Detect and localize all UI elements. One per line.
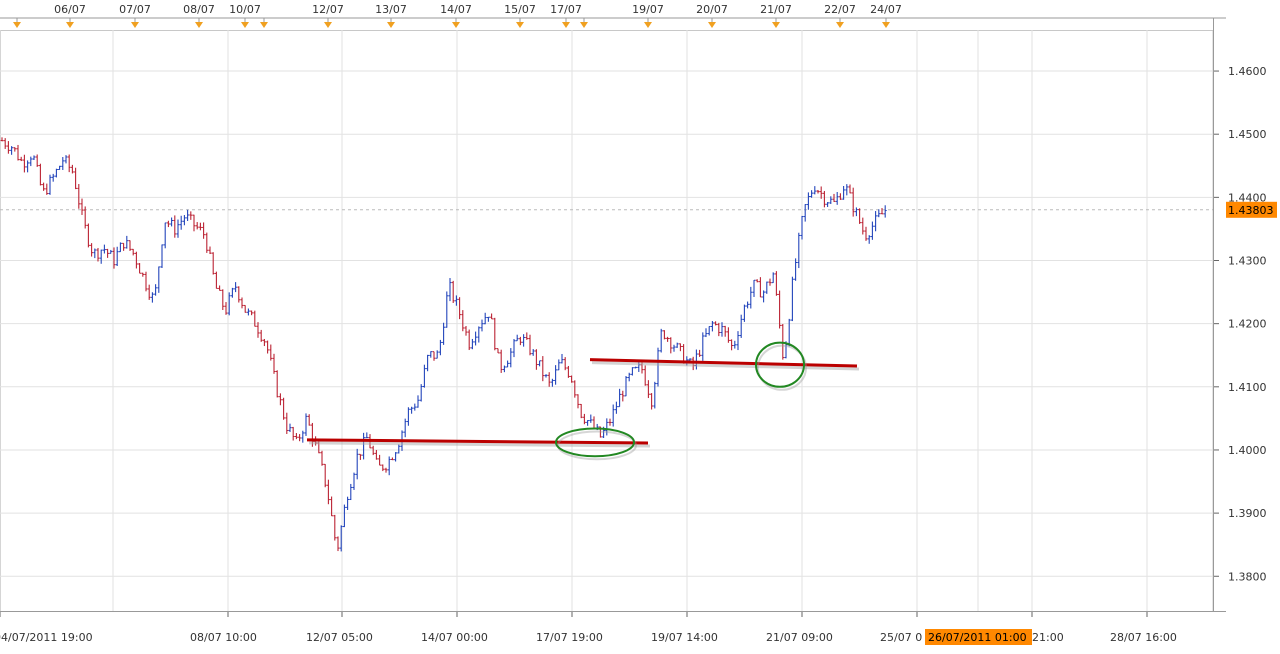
event-marker-icon	[260, 22, 268, 28]
y-tick-label: 1.3900	[1228, 507, 1267, 520]
y-tick-label: 1.3800	[1228, 570, 1267, 583]
x-tick-label: 21:00	[1032, 631, 1064, 644]
y-tick-label: 1.4000	[1228, 444, 1267, 457]
event-marker-icon	[772, 22, 780, 28]
annotations	[306, 341, 860, 461]
top-axis-bg	[0, 0, 1280, 18]
event-marker-icon	[131, 22, 139, 28]
price-bars	[0, 137, 887, 552]
event-marker-icon	[562, 22, 570, 28]
event-marker-icon	[241, 22, 249, 28]
top-date-label: 06/07	[54, 3, 86, 16]
top-date-label: 12/07	[312, 3, 344, 16]
support-trendline	[589, 358, 858, 368]
x-tick-label: 28/07 16:00	[1110, 631, 1177, 644]
top-date-label: 07/07	[119, 3, 151, 16]
event-marker-icon	[580, 22, 588, 28]
event-marker-icon	[708, 22, 716, 28]
x-tick-label: 12/07 05:00	[306, 631, 373, 644]
y-tick-label: 1.4600	[1228, 65, 1267, 78]
current-price-badge	[1226, 201, 1277, 218]
top-date-label: 22/07	[824, 3, 856, 16]
top-date-label: 19/07	[632, 3, 664, 16]
grid	[0, 0, 1280, 612]
highlight-circle	[555, 427, 635, 458]
x-tick-label: 14/07 00:00	[421, 631, 488, 644]
y-tick-label: 1.4400	[1228, 191, 1267, 204]
support-trendline	[306, 438, 649, 445]
trendline-shadow	[308, 441, 651, 448]
top-date-label: 20/07	[696, 3, 728, 16]
top-date-label: 24/07	[870, 3, 902, 16]
event-marker-icon	[644, 22, 652, 28]
y-tick-label: 1.4500	[1228, 128, 1267, 141]
top-date-label: 15/07	[504, 3, 536, 16]
x-tick-label: 17/07 19:00	[536, 631, 603, 644]
top-date-label: 08/07	[183, 3, 215, 16]
top-date-label: 21/07	[760, 3, 792, 16]
event-marker-icon	[882, 22, 890, 28]
top-date-label: 13/07	[375, 3, 407, 16]
current-price-label: 1.43803	[1228, 204, 1274, 217]
plot-frame	[0, 30, 1214, 612]
top-date-label: 10/07	[229, 3, 261, 16]
event-marker-icon	[66, 22, 74, 28]
x-tick-label: 04/07/2011 19:00	[0, 631, 93, 644]
x-tick-label: 08/07 10:00	[190, 631, 257, 644]
y-tick-label: 1.4300	[1228, 255, 1267, 268]
y-tick-label: 1.4200	[1228, 318, 1267, 331]
axes: 1.3800 1.3900 1.4000 1.4100 1.4200 1.4300 1.44…	[0, 3, 1277, 645]
event-marker-icon	[452, 22, 460, 28]
x-tick-label: 25/07 0	[880, 631, 922, 644]
event-marker-icon	[195, 22, 203, 28]
x-tick-label: 19/07 14:00	[651, 631, 718, 644]
highlight-circle	[755, 341, 805, 388]
circle-shadow	[757, 344, 807, 391]
y-tick-label: 1.4100	[1228, 381, 1267, 394]
event-marker-icon	[13, 22, 21, 28]
x-tick-label: 21/07 09:00	[766, 631, 833, 644]
trendline-shadow	[591, 361, 860, 371]
top-date-label: 14/07	[440, 3, 472, 16]
event-marker-icon	[516, 22, 524, 28]
event-marker-icon	[387, 22, 395, 28]
top-date-label: 17/07	[550, 3, 582, 16]
crosshair-time-label: 26/07/2011 01:00	[928, 631, 1027, 644]
crosshair-time-badge	[925, 629, 1032, 645]
event-marker-icon	[836, 22, 844, 28]
event-marker-icon	[324, 22, 332, 28]
